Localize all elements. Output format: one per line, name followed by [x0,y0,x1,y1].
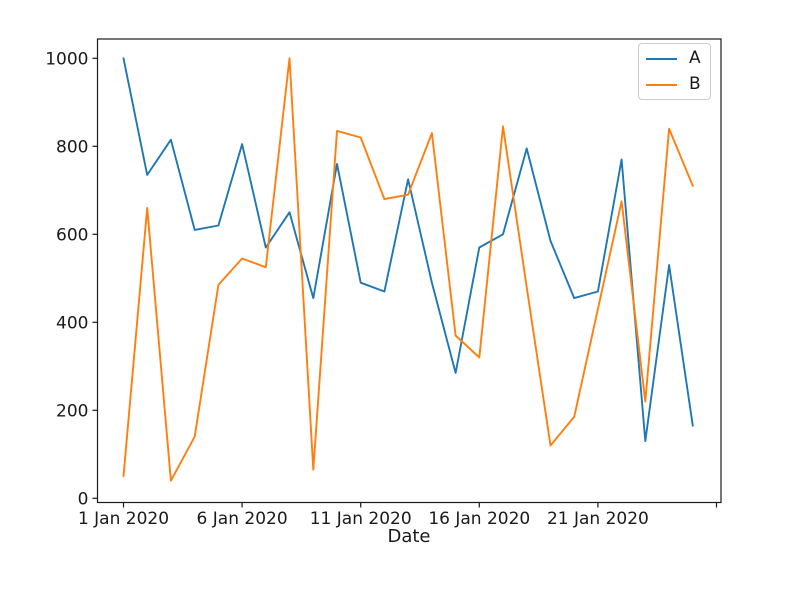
legend-label-b: B [689,74,701,94]
y-tick-label: 600 [56,225,88,245]
y-tick-label: 800 [56,137,88,157]
y-tick-label: 400 [56,313,88,333]
legend: A B [638,43,711,100]
series-line-a [122,57,694,443]
x-tick-label: 1 Jan 2020 [78,509,169,529]
x-tick-label: 21 Jan 2020 [547,509,649,529]
x-tick-label: 11 Jan 2020 [310,509,412,529]
plot-area-border [96,38,722,504]
series-line-b [122,57,694,482]
legend-item-b: B [646,76,710,93]
legend-line-a-icon [646,57,677,60]
legend-item-a: A [646,50,710,67]
legend-label-a: A [689,48,701,68]
y-tick-label: 0 [78,489,89,509]
y-tick-label: 200 [56,401,88,421]
x-axis-label: Date [387,526,431,547]
legend-line-b-icon [646,83,677,86]
x-tick-label: 16 Jan 2020 [428,509,530,529]
y-tick-label: 1000 [45,49,88,69]
x-tick-label: 6 Jan 2020 [197,509,288,529]
